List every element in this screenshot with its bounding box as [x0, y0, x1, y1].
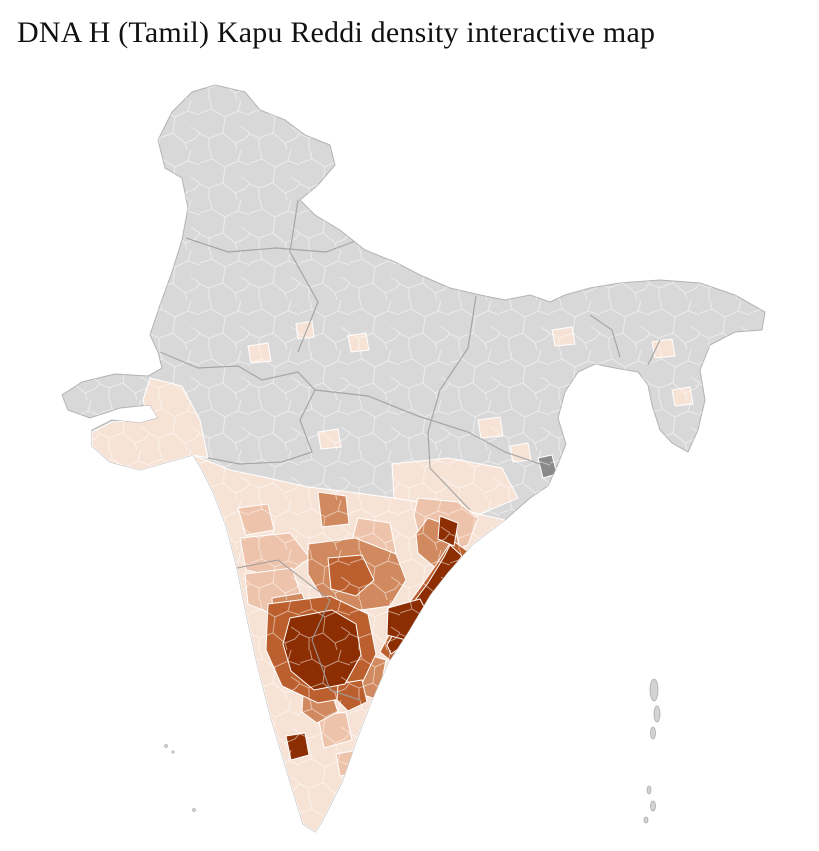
district-mesh-overlay [62, 85, 765, 832]
page-title: DNA H (Tamil) Kapu Reddi density interac… [17, 16, 656, 49]
lakshadweep-islands[interactable] [164, 744, 196, 812]
andaman-nicobar-islands[interactable] [643, 678, 661, 824]
